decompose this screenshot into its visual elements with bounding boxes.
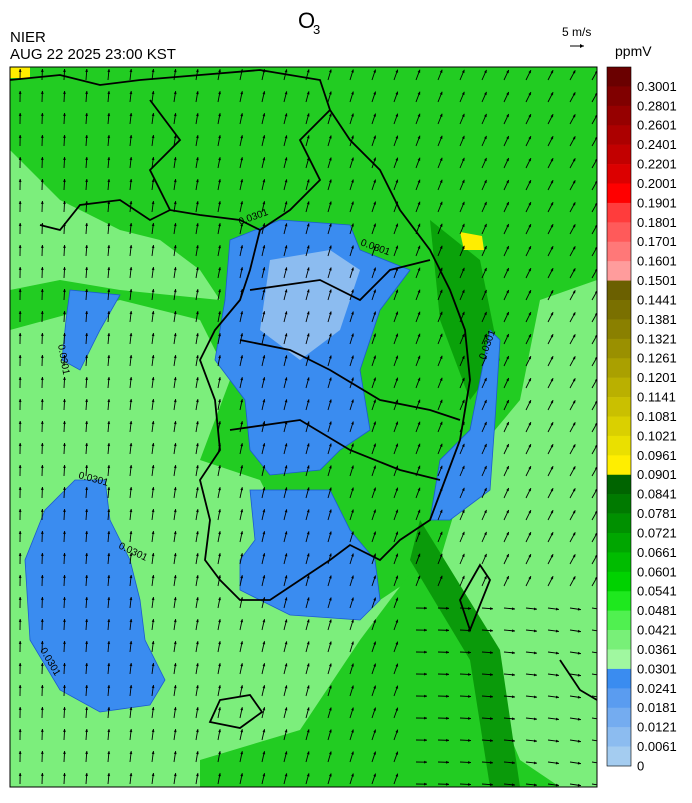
colorbar-label: 0.2001 xyxy=(637,176,677,191)
colorbar-box xyxy=(607,552,631,572)
colorbar-box xyxy=(607,261,631,281)
colorbar-label: 0.0481 xyxy=(637,603,677,618)
colorbar-label: 0 xyxy=(637,758,644,773)
colorbar-label: 0.1261 xyxy=(637,351,677,366)
colorbar-box xyxy=(607,106,631,126)
colorbar-label: 0.0961 xyxy=(637,448,677,463)
colorbar-label: 0.0241 xyxy=(637,681,677,696)
colorbar-label: 0.0601 xyxy=(637,564,677,579)
wind-scale-head xyxy=(580,44,584,48)
colorbar-label: 0.1801 xyxy=(637,215,677,230)
colorbar-label: 0.2401 xyxy=(637,137,677,152)
colorbar-label: 0.2601 xyxy=(637,118,677,133)
wind-arrow-head xyxy=(600,674,603,676)
colorbar-box xyxy=(607,747,631,767)
colorbar-box xyxy=(607,397,631,417)
wind-arrow-head xyxy=(600,784,603,786)
colorbar-box xyxy=(607,86,631,106)
colorbar-box xyxy=(607,67,631,87)
colorbar-label: 0.0721 xyxy=(637,525,677,540)
colorbar: 0.3001 0.2801 0.2601 0.2401 0.2201 0.2001 0.19… xyxy=(607,67,677,773)
colorbar-label: 0.0661 xyxy=(637,545,677,560)
colorbar-label: 0.0121 xyxy=(637,720,677,735)
colorbar-label: 0.0901 xyxy=(637,467,677,482)
colorbar-label: 0.0541 xyxy=(637,584,677,599)
colorbar-box xyxy=(607,669,631,689)
colorbar-box xyxy=(607,378,631,398)
colorbar-box xyxy=(607,222,631,242)
colorbar-box xyxy=(607,145,631,165)
colorbar-label: 0.0421 xyxy=(637,623,677,638)
colorbar-box xyxy=(607,242,631,262)
colorbar-box xyxy=(607,358,631,378)
colorbar-label: 0.1381 xyxy=(637,312,677,327)
colorbar-box xyxy=(607,494,631,514)
colorbar-label: 0.0361 xyxy=(637,642,677,657)
colorbar-label: 0.0781 xyxy=(637,506,677,521)
wind-arrow-head xyxy=(600,762,603,764)
colorbar-box xyxy=(607,184,631,204)
colorbar-label: 0.2801 xyxy=(637,98,677,113)
colorbar-box xyxy=(607,688,631,708)
timestamp: AUG 22 2025 23:00 KST xyxy=(10,46,176,63)
colorbar-label: 0.1601 xyxy=(637,254,677,269)
colorbar-box xyxy=(607,533,631,553)
map: 0.0301 0.0301 0.0301 0.0301 0.0301 0.030… xyxy=(10,67,603,787)
colorbar-label: 0.1701 xyxy=(637,234,677,249)
colorbar-box xyxy=(607,125,631,145)
colorbar-box xyxy=(607,572,631,592)
colorbar-label: 0.1201 xyxy=(637,370,677,385)
colorbar-label: 0.1021 xyxy=(637,428,677,443)
colorbar-box xyxy=(607,650,631,670)
colorbar-box xyxy=(607,281,631,301)
colorbar-box xyxy=(607,475,631,495)
colorbar-box xyxy=(607,203,631,223)
colorbar-box xyxy=(607,319,631,339)
colorbar-label: 0.0061 xyxy=(637,739,677,754)
colorbar-label: 0.1441 xyxy=(637,292,677,307)
colorbar-label: 0.0841 xyxy=(637,487,677,502)
wind-arrow-head xyxy=(600,696,603,698)
title-subscript: 3 xyxy=(313,22,320,37)
colorbar-label: 0.1901 xyxy=(637,195,677,210)
colorbar-box xyxy=(607,455,631,475)
colorbar-box xyxy=(607,300,631,320)
colorbar-label: 0.1321 xyxy=(637,331,677,346)
colorbar-box xyxy=(607,436,631,456)
colorbar-label: 0.2201 xyxy=(637,157,677,172)
colorbar-unit: ppmV xyxy=(615,43,652,59)
colorbar-label: 0.1141 xyxy=(637,390,676,405)
colorbar-label: 0.1081 xyxy=(637,409,677,424)
colorbar-label: 0.3001 xyxy=(637,79,677,94)
colorbar-box xyxy=(607,727,631,747)
colorbar-box xyxy=(607,514,631,534)
colorbar-box xyxy=(607,164,631,184)
colorbar-label: 0.0301 xyxy=(637,661,677,676)
colorbar-box xyxy=(607,630,631,650)
wind-arrow-head xyxy=(600,652,603,654)
colorbar-box xyxy=(607,417,631,437)
colorbar-box xyxy=(607,339,631,359)
colorbar-box xyxy=(607,708,631,728)
colorbar-box xyxy=(607,611,631,631)
colorbar-label: 0.1501 xyxy=(637,273,677,288)
agency: NIER xyxy=(10,29,46,46)
colorbar-box xyxy=(607,591,631,611)
wind-arrow-head xyxy=(600,630,603,632)
wind-arrow-head xyxy=(600,740,603,742)
colorbar-label: 0.0181 xyxy=(637,700,677,715)
wind-scale-label: 5 m/s xyxy=(562,25,591,39)
wind-arrow-head xyxy=(600,608,603,610)
wind-arrow-head xyxy=(600,718,603,720)
